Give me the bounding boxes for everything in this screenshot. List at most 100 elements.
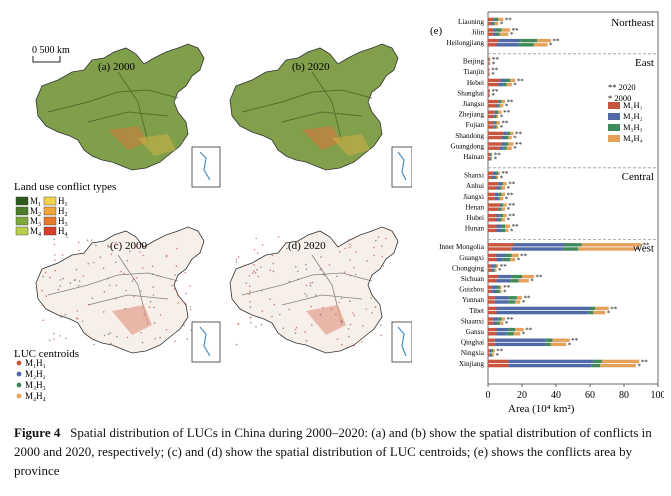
centroid-label-2: M₃H₃ [25,380,46,390]
bar-y2020-m3h3 [496,28,502,32]
bar-y2020-m2h2 [503,131,507,136]
bar-y2000-m4h4 [499,104,504,108]
bar-y2000-m2h2 [499,146,504,150]
bar-y2020-m3h3 [505,142,509,146]
bar-y2000-m3h3 [494,114,497,119]
bar-y2020-m3h3 [494,17,499,22]
bar-y2000-m2h2 [491,289,497,294]
bar-y2020-m3h3 [508,296,517,300]
region-label-east: East [635,57,654,69]
province-label: Jiangxi [463,193,484,201]
significance-marker: ** [503,284,511,292]
province-label: Guangxi [459,254,484,262]
bar-y2020-m3h3 [490,152,492,157]
significance-marker: * [505,103,509,111]
significance-marker: * [507,185,511,193]
bar-y2020-m3h3 [489,57,490,61]
bar-y2000-m2h2 [494,342,546,347]
bar-y2000-m4h4 [506,82,512,87]
bar-y2000-m1h1 [488,310,497,315]
conflict-swatch-m1 [15,196,29,206]
caption-label: Figure 4 [14,425,61,440]
bar-y2000-m3h3 [503,146,507,150]
bar-y2020-m4h4 [499,285,502,289]
bar-y2000-m3h3 [501,228,505,233]
bar-y2020-m4h4 [515,327,524,332]
bar-y2020-m1h1 [488,142,502,146]
bar-y2020-m3h3 [501,182,504,186]
bar-y2020-m3h3 [498,192,502,197]
bar-y2020-m1h1 [488,306,497,311]
legend-2020: ** 2020 [608,82,636,92]
centroid-label-1: M₂H₂ [25,369,46,379]
bar-y2020-m1h1 [488,99,499,104]
bar-y2000-m1h1 [488,228,497,233]
bar-y2000-m4h4 [501,207,505,211]
significance-marker: ** [505,16,513,24]
bar-y2000-m2h2 [498,82,504,87]
bar-y2000-m2h2 [489,353,492,357]
bar-y2000-m1h1 [488,43,497,47]
bar-y2020-m3h3 [505,78,511,83]
bar-y2020-m1h1 [488,296,495,300]
bar-y2000-m4h4 [496,114,499,119]
bar-y2020-m1h1 [488,338,495,342]
significance-marker: * [607,310,611,318]
bar-y2000-m3h3 [494,175,497,180]
bar-y2020-m1h1 [488,317,494,321]
bar-y2020-m1h1 [488,359,509,364]
bar-y2000-m4h4 [496,125,499,129]
bar-y2000-m4h4 [499,289,502,294]
province-label: Qinghai [461,339,484,347]
bar-y2020-m3h3 [498,317,502,321]
bar-y2020-m4h4 [503,203,507,207]
conflict-label-h3: H3 [58,216,68,228]
bar-y2000-m4h4 [501,218,505,222]
bar-y2000-m1h1 [488,32,494,36]
centroid-marker-3 [16,393,22,399]
province-label: Tibet [469,307,484,315]
map-d-label: (d) 2020 [288,240,326,252]
bar-y2000-m4h4 [515,300,521,304]
conflict-swatch-h2 [43,206,57,216]
bar-y2000-m4h4 [533,43,548,47]
significance-marker: ** [512,27,519,35]
bar-y2020-m1h1 [488,285,492,289]
bar-y2020-m1h1 [488,253,497,258]
bar-y2020-m3h3 [590,306,596,311]
bar-y2020-m1h1 [488,349,490,353]
bar-y2000-m1h1 [488,72,489,76]
bar-y2020-m2h2 [494,296,509,300]
bar-y2020-m4h4 [493,349,495,353]
province-label: Liaoning [458,18,484,26]
bar-y2000-m3h3 [490,157,492,161]
significance-marker: * [500,21,504,29]
bar-y2000-m2h2 [496,228,502,233]
bar-y2000-m1h1 [488,186,497,190]
bar-y2000-m4h4 [508,135,512,140]
bar-y2000-m4h4 [513,332,521,336]
centroid-dots [41,236,387,347]
bar-y2020-m1h1 [488,78,500,83]
panel-label-e: (e) [430,25,443,37]
bar-y2020-m2h2 [499,78,505,83]
bar-y2000-m2h2 [496,257,504,262]
significance-marker: ** [496,348,504,356]
bar-y2020-m1h1 [488,17,494,22]
x-tick-label: 60 [585,390,595,401]
centroid-marker-2 [16,382,22,388]
significance-marker: * [513,135,517,143]
province-label: Sichuan [461,275,485,283]
centroid-legend-title: LUC centroids [14,348,79,360]
bar-y2000-m1h1 [488,61,489,66]
significance-marker: * [549,42,553,50]
bar-y2000-m3h3 [588,310,594,315]
bar-y2020-m1h1 [488,89,490,93]
bar-y2000-m1h1 [488,257,497,262]
significance-marker: ** [641,358,649,366]
bar-y2000-m4h4 [518,279,529,283]
bar-y2000-m2h2 [493,321,497,325]
bar-y2000-m1h1 [488,175,492,180]
province-label: Jilin [472,28,485,36]
